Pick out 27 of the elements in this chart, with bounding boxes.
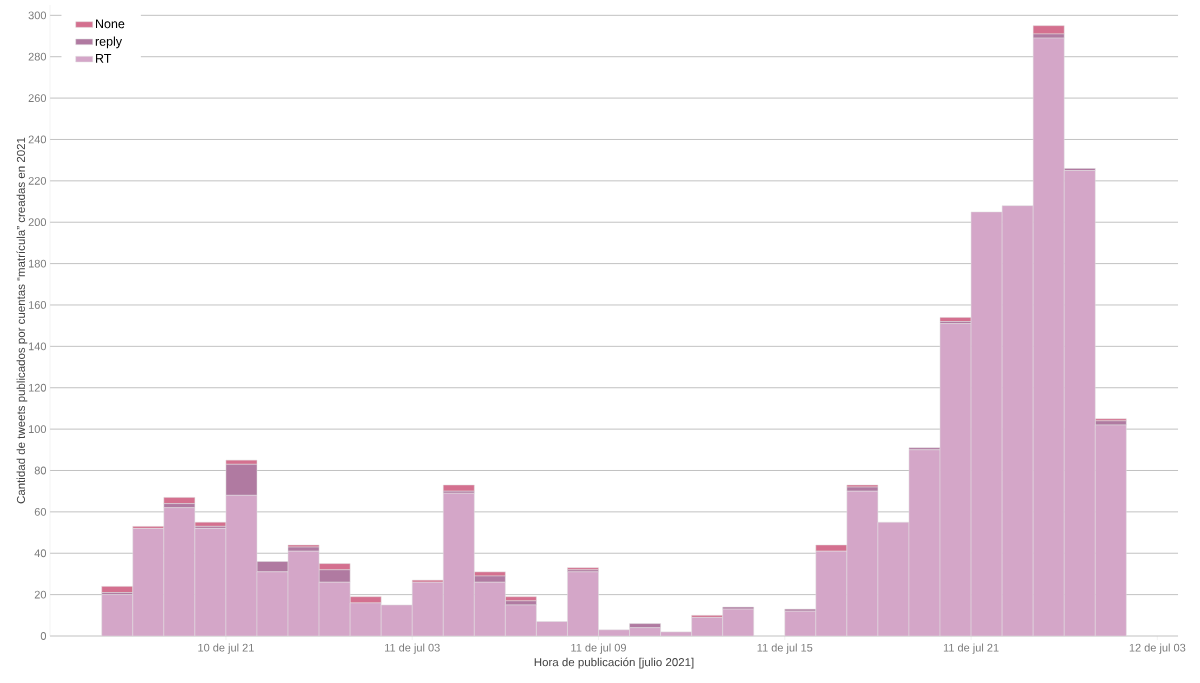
legend-label: reply	[95, 36, 123, 49]
y-tick-label: 60	[34, 507, 47, 516]
y-tick-label: 100	[28, 425, 47, 434]
legend-label: RT	[96, 54, 112, 63]
y-tick-label: 220	[28, 176, 47, 185]
y-tick-label: 300	[28, 11, 47, 20]
y-tick-label: 260	[28, 94, 47, 102]
x-tick-label: 11 de jul 21	[943, 643, 999, 654]
y-tick-label: 140	[28, 342, 47, 351]
y-tick-label: 240	[28, 135, 47, 144]
x-tick-label: 11 de jul 15	[757, 643, 813, 654]
y-tick-label: 120	[28, 383, 47, 392]
y-tick-label: 200	[28, 218, 47, 227]
y-tick-label: 40	[34, 549, 47, 558]
y-tick-label: 0	[40, 632, 47, 640]
y-tick-label: 160	[28, 301, 47, 309]
x-tick-label: 11 de jul 03	[385, 643, 440, 654]
x-axis-title: Hora de publicación [julio 2021]	[534, 657, 694, 669]
x-tick-label: 11 de jul 09	[571, 643, 626, 654]
y-tick-label: 20	[34, 590, 47, 599]
x-tick-label: 12 de jul 03	[1129, 643, 1186, 654]
y-axis-title: Cantidad de tweets publicados por cuentas “matrícula” creadas en 2021	[16, 137, 28, 504]
y-tick-label: 280	[28, 52, 47, 61]
x-tick-label: 10 de jul 21	[198, 643, 254, 654]
y-tick-label: 180	[28, 259, 47, 268]
legend-label: None	[96, 19, 125, 29]
y-tick-label: 80	[34, 466, 47, 475]
